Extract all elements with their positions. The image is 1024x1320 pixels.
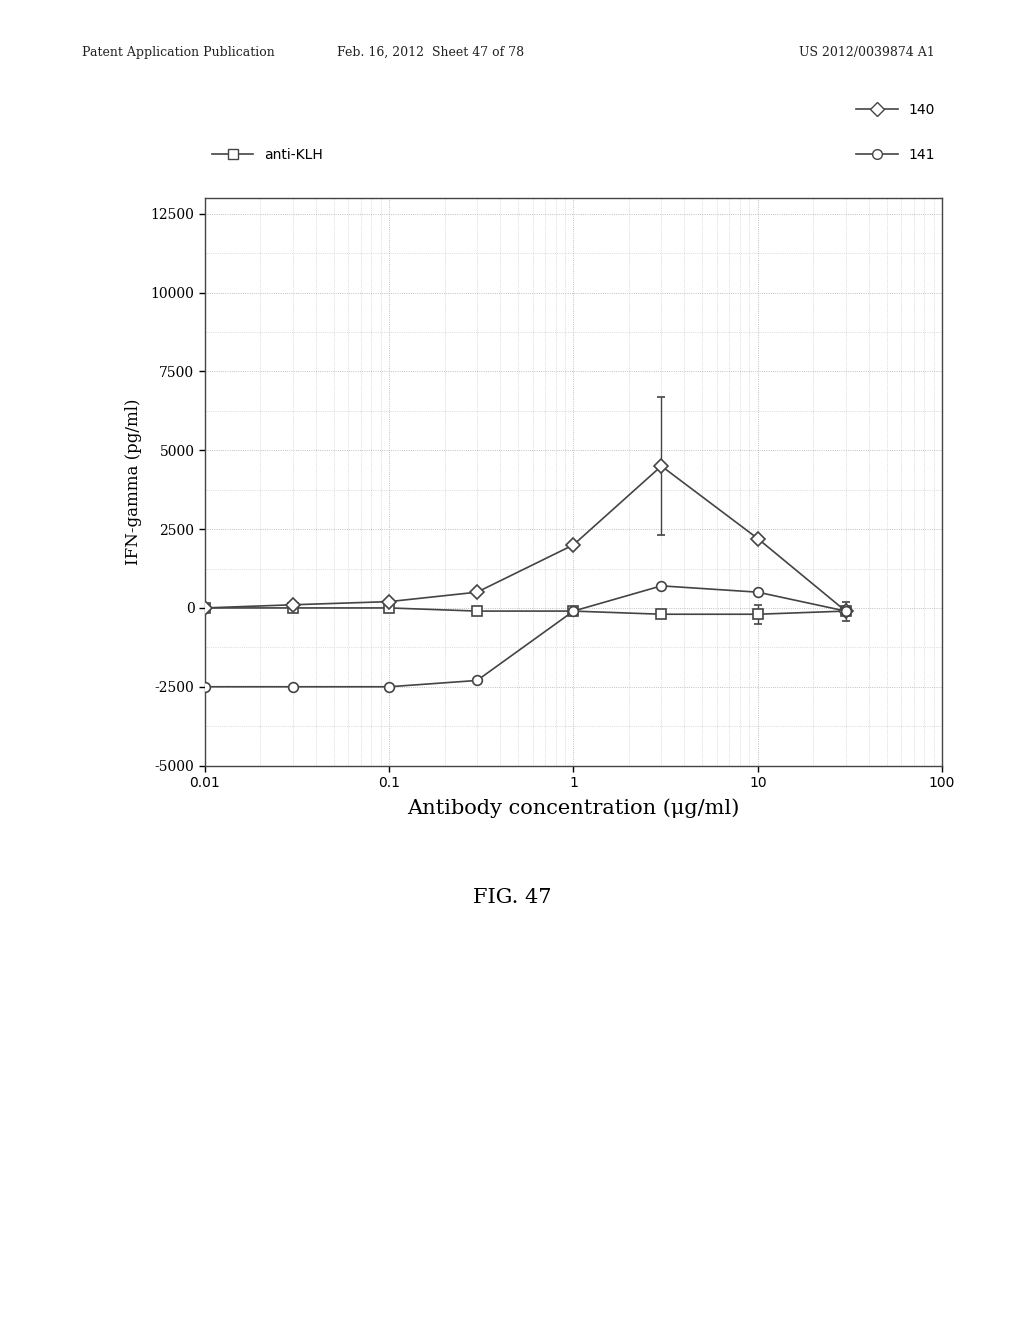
Text: Feb. 16, 2012  Sheet 47 of 78: Feb. 16, 2012 Sheet 47 of 78 xyxy=(337,46,523,59)
Text: US 2012/0039874 A1: US 2012/0039874 A1 xyxy=(799,46,935,59)
Y-axis label: IFN-gamma (pg/ml): IFN-gamma (pg/ml) xyxy=(125,399,142,565)
Legend: 141: 141 xyxy=(856,148,935,162)
Text: FIG. 47: FIG. 47 xyxy=(473,888,551,907)
X-axis label: Antibody concentration (μg/ml): Antibody concentration (μg/ml) xyxy=(408,799,739,818)
Text: Patent Application Publication: Patent Application Publication xyxy=(82,46,274,59)
